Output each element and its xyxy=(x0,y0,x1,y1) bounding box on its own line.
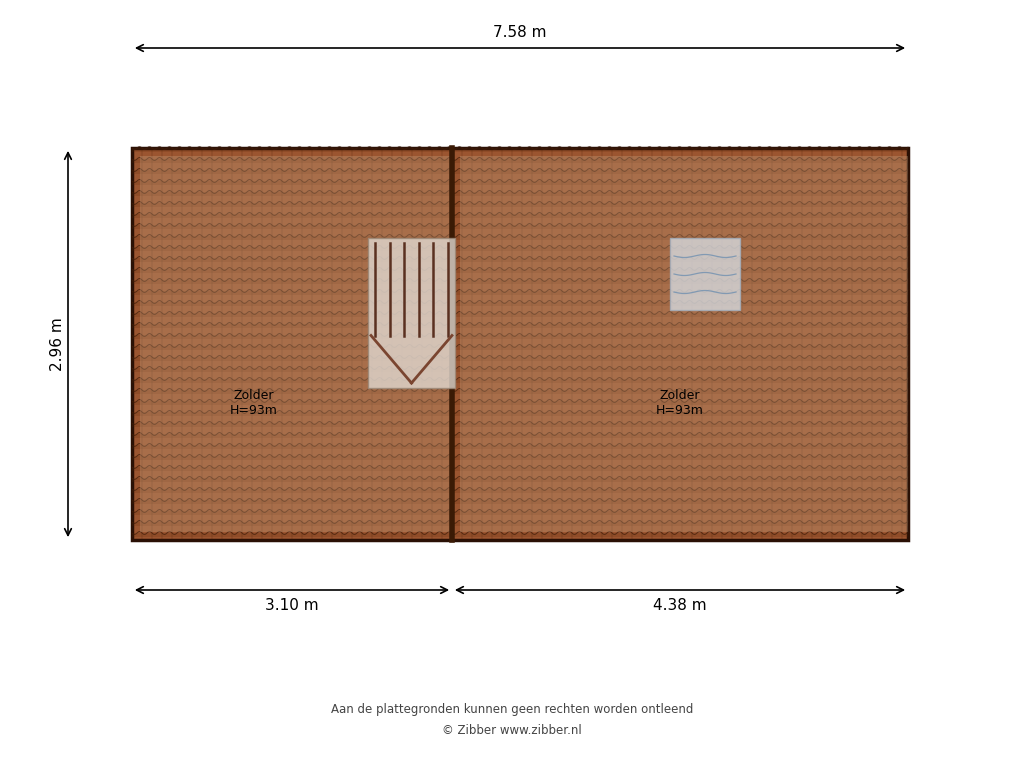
Bar xyxy=(132,225,908,230)
Bar xyxy=(132,456,908,460)
Bar xyxy=(670,238,740,310)
Bar xyxy=(132,522,908,526)
Bar xyxy=(132,280,908,284)
Bar xyxy=(132,192,908,197)
Bar xyxy=(132,269,908,273)
Bar xyxy=(132,258,908,263)
Bar xyxy=(132,181,908,185)
Bar xyxy=(132,401,908,406)
Bar xyxy=(132,203,908,207)
Bar xyxy=(132,379,908,383)
Text: 2.96 m: 2.96 m xyxy=(50,317,66,371)
Bar xyxy=(132,159,908,164)
Text: Aan de plattegronden kunnen geen rechten worden ontleend: Aan de plattegronden kunnen geen rechten… xyxy=(331,703,693,717)
Text: 3.10 m: 3.10 m xyxy=(265,598,318,613)
Bar xyxy=(132,148,908,540)
Bar xyxy=(132,324,908,329)
Bar xyxy=(132,247,908,251)
Bar xyxy=(132,445,908,449)
Bar xyxy=(132,511,908,515)
Bar xyxy=(132,434,908,439)
Bar xyxy=(132,368,908,372)
Bar xyxy=(132,148,908,152)
Bar xyxy=(132,302,908,306)
Bar xyxy=(132,467,908,472)
Bar xyxy=(132,313,908,317)
Bar xyxy=(132,346,908,350)
Bar xyxy=(132,170,908,174)
Bar xyxy=(132,533,908,538)
Bar xyxy=(132,236,908,240)
Text: © Zibber www.zibber.nl: © Zibber www.zibber.nl xyxy=(442,723,582,737)
Bar xyxy=(132,489,908,493)
Text: 7.58 m: 7.58 m xyxy=(494,25,547,40)
Bar xyxy=(132,335,908,339)
Bar xyxy=(132,390,908,395)
Bar xyxy=(140,156,452,532)
Text: 4.38 m: 4.38 m xyxy=(653,598,707,613)
Text: Zolder
H=93m: Zolder H=93m xyxy=(229,389,278,417)
Text: Zolder
H=93m: Zolder H=93m xyxy=(656,389,703,417)
Bar xyxy=(460,156,908,532)
Bar xyxy=(132,478,908,482)
Bar xyxy=(132,423,908,428)
Bar xyxy=(132,357,908,362)
Bar xyxy=(132,500,908,505)
Bar xyxy=(132,214,908,218)
Bar xyxy=(368,238,455,388)
Bar xyxy=(132,291,908,296)
Bar xyxy=(132,412,908,416)
